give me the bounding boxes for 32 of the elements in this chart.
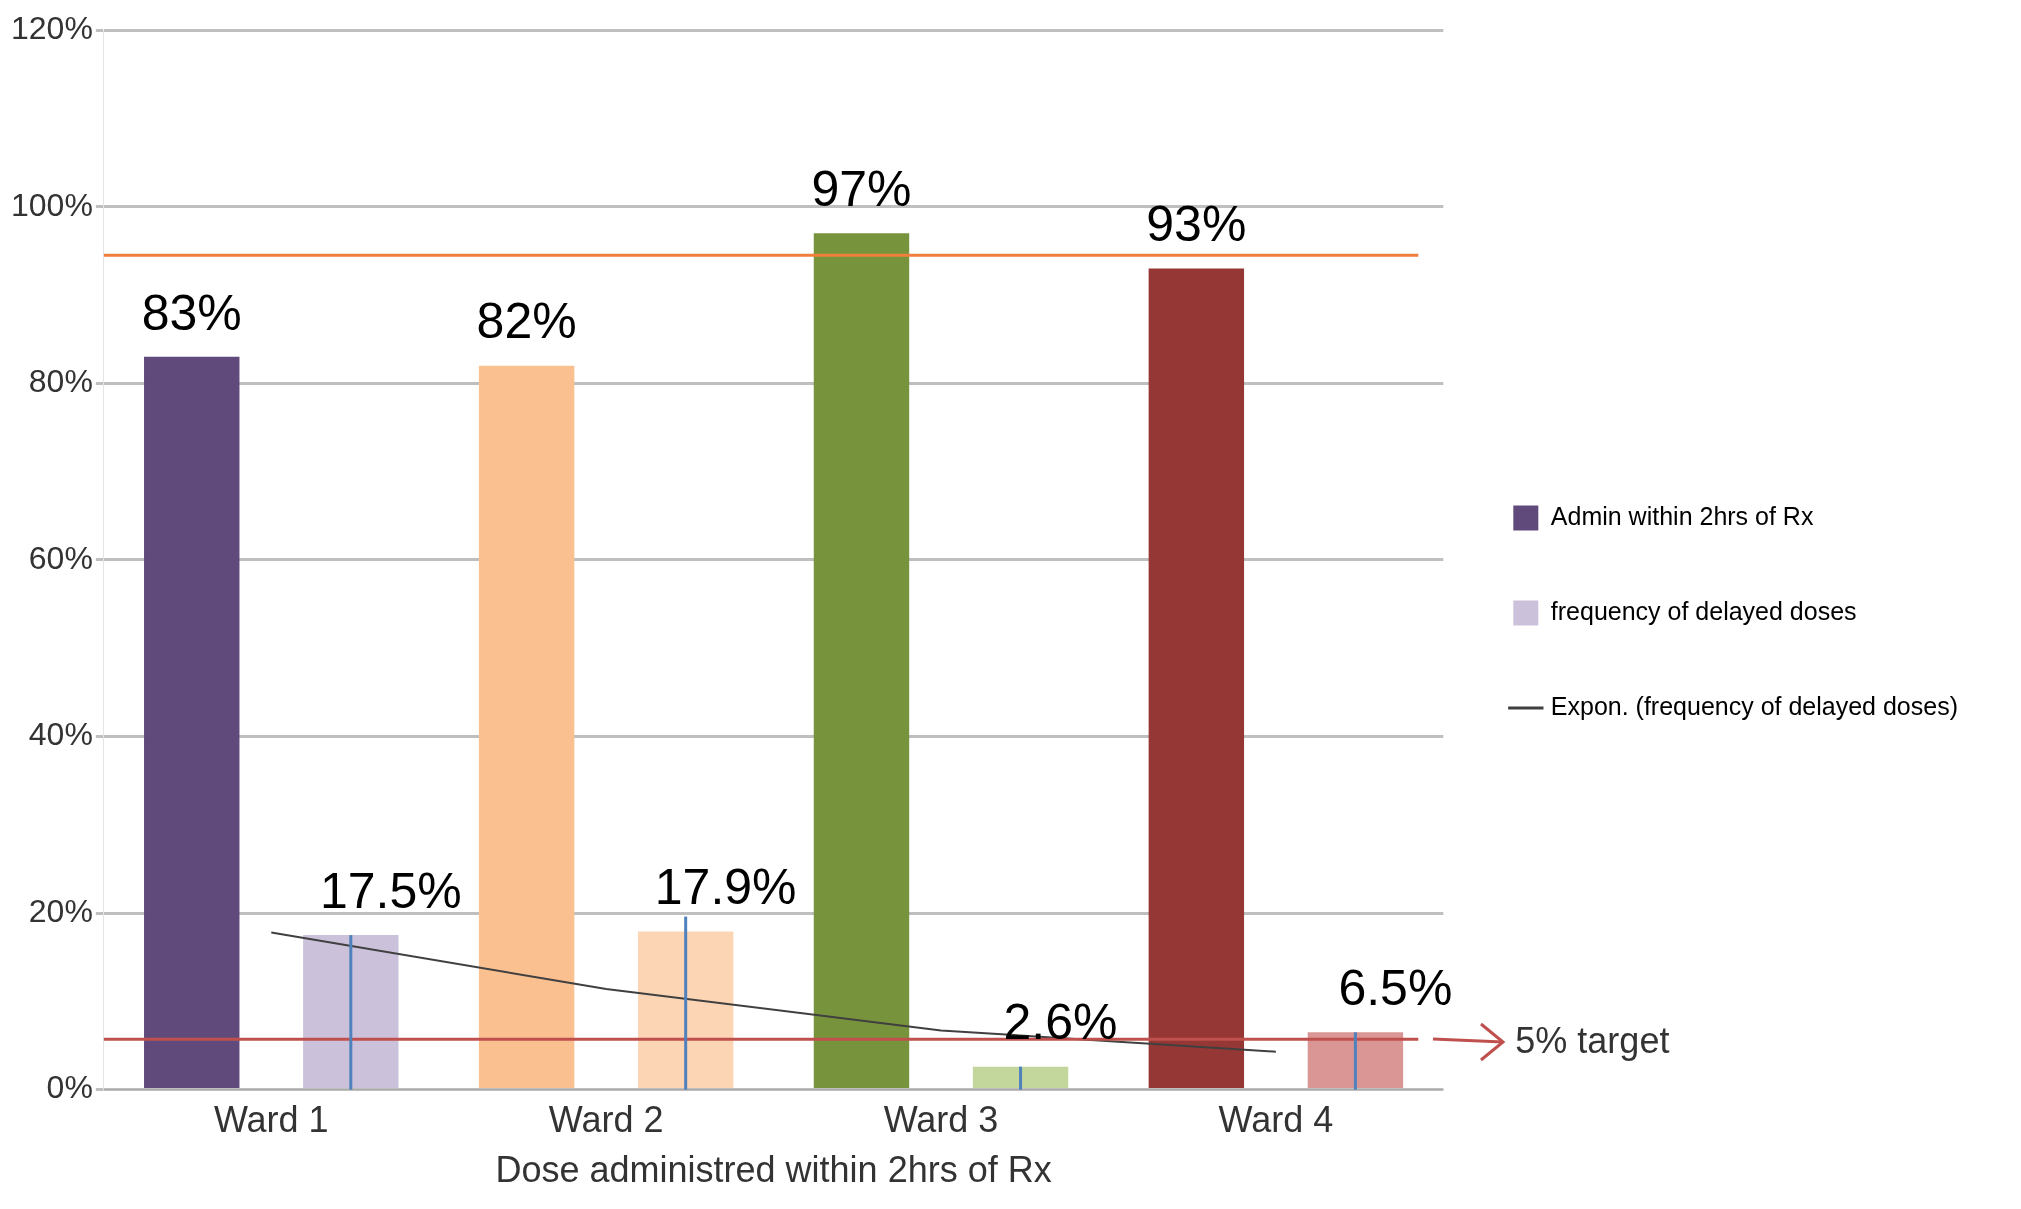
y-tick-label: 120% xyxy=(11,10,93,47)
data-label: 83% xyxy=(141,284,242,341)
bar xyxy=(144,356,240,1089)
data-label: 97% xyxy=(811,161,912,218)
data-label: 6.5% xyxy=(1338,960,1453,1016)
data-label: 17.9% xyxy=(654,859,797,916)
data-label: 17.5% xyxy=(319,862,462,919)
data-label: 2.6% xyxy=(1003,994,1118,1051)
x-tick-label: Ward 4 xyxy=(1218,1099,1334,1141)
data-label: 82% xyxy=(476,293,577,350)
y-tick-label: 80% xyxy=(28,363,93,400)
y-tick-label: 60% xyxy=(28,539,93,576)
x-tick-label: Ward 2 xyxy=(548,1099,664,1141)
bar xyxy=(1307,1032,1404,1089)
bar xyxy=(813,233,910,1089)
bar xyxy=(478,365,575,1089)
y-tick-label: 0% xyxy=(46,1069,93,1106)
legend-label: Expon. (frequency of delayed doses) xyxy=(1550,691,1959,720)
x-tick-label: Ward 3 xyxy=(883,1099,999,1141)
legend-label: Admin within 2hrs of Rx xyxy=(1550,501,1814,530)
x-axis-title: Dose administred within 2hrs of Rx xyxy=(495,1149,1052,1191)
bar xyxy=(1148,268,1245,1089)
y-tick-label: 40% xyxy=(28,716,93,753)
bar xyxy=(972,1066,1069,1089)
data-label: 93% xyxy=(1146,196,1247,253)
y-tick-label: 20% xyxy=(28,892,93,929)
bar xyxy=(637,931,734,1089)
bar xyxy=(303,935,399,1089)
legend-label: frequency of delayed doses xyxy=(1550,596,1857,625)
y-tick-label: 100% xyxy=(11,186,93,223)
x-tick-label: Ward 1 xyxy=(213,1099,329,1141)
ref-line-label: 5% target xyxy=(1515,1020,1670,1062)
